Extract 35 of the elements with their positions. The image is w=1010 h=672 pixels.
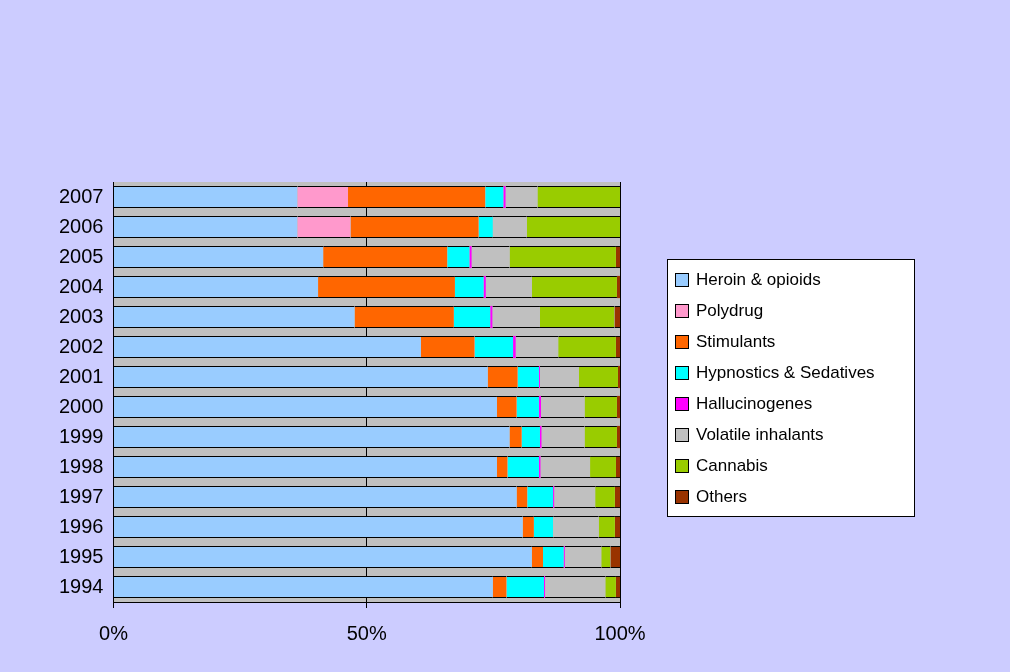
bar <box>617 365 620 389</box>
y-tick-label: 1995 <box>58 544 104 567</box>
bar <box>616 395 620 419</box>
y-tick-label: 2003 <box>58 304 104 327</box>
y-tick-label: 2007 <box>58 184 104 207</box>
legend-label: Polydrug <box>696 300 764 321</box>
y-tick-label: 1998 <box>58 454 104 477</box>
y-tick-label: 2004 <box>58 274 104 297</box>
legend-label: Heroin & opioids <box>696 269 821 290</box>
legend-label: Volatile inhalants <box>696 424 824 445</box>
bar <box>538 395 541 419</box>
legend-label: Hypnostics & Sedatives <box>696 362 875 383</box>
legend-label: Cannabis <box>696 455 768 476</box>
x-tick-label: 0% <box>99 621 129 644</box>
y-tick-label: 1999 <box>58 424 104 447</box>
y-tick-label: 2005 <box>58 244 104 267</box>
y-tick-label: 1996 <box>58 514 104 537</box>
x-tick-label: 50% <box>346 621 387 644</box>
bar <box>616 425 620 449</box>
legend-label: Hallucinogenes <box>696 393 813 414</box>
legend-label: Others <box>696 486 748 507</box>
x-tick-label: 100% <box>594 621 646 644</box>
bar <box>490 305 493 329</box>
y-tick-label: 1997 <box>58 484 104 507</box>
bar <box>503 185 506 209</box>
legend-label: Stimulants <box>696 331 776 352</box>
bar <box>483 275 486 299</box>
bar <box>469 245 472 269</box>
y-tick-label: 2001 <box>58 364 104 387</box>
y-tick-label: 2006 <box>58 214 104 237</box>
bar <box>513 335 516 359</box>
y-tick-label: 2000 <box>58 394 104 417</box>
bar <box>616 275 620 299</box>
y-tick-label: 2002 <box>58 334 104 357</box>
y-tick-label: 1994 <box>58 574 104 597</box>
